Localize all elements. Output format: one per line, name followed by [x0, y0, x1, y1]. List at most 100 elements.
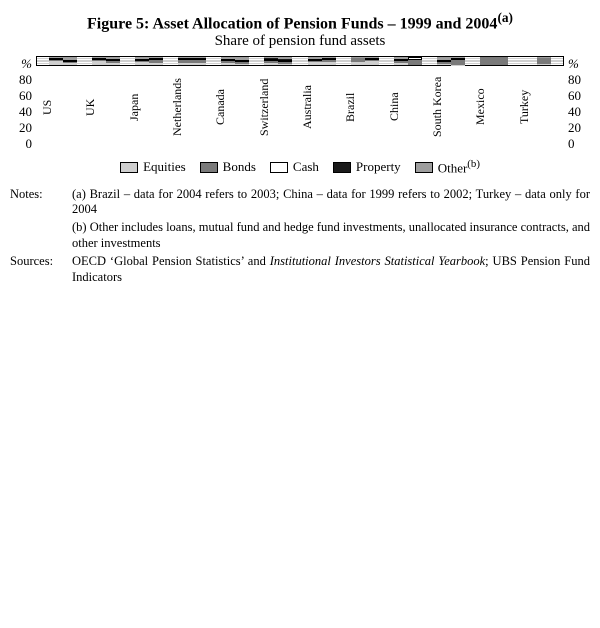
x-label: UK	[83, 66, 126, 152]
y-tick: 80	[10, 72, 32, 88]
legend: Equities Bonds Cash Property Other(b)	[10, 158, 590, 176]
stacked-bar	[494, 57, 508, 65]
stacked-bar	[308, 57, 322, 65]
segment-equities	[49, 61, 63, 65]
country-group	[41, 57, 84, 65]
y-tick: 20	[10, 120, 32, 136]
stacked-bar	[365, 57, 379, 65]
y-tick: 60	[10, 88, 32, 104]
stacked-bar	[480, 57, 494, 65]
country-group	[430, 57, 473, 65]
segment-equities	[192, 63, 206, 66]
y-tick: 0	[568, 136, 590, 152]
country-group	[300, 57, 343, 65]
footnotes: Notes: (a) Brazil – data for 2004 refers…	[10, 187, 590, 286]
legend-item-cash: Cash	[270, 158, 319, 176]
chart-title: Figure 5: Asset Allocation of Pension Fu…	[10, 10, 590, 33]
stacked-bar	[92, 57, 106, 65]
segment-equities	[322, 62, 336, 65]
y-tick: 60	[568, 88, 590, 104]
stacked-bar	[537, 57, 551, 65]
stacked-bar	[408, 57, 422, 65]
country-group	[386, 57, 429, 65]
country-group	[473, 57, 516, 65]
segment-equities	[135, 62, 149, 65]
stacked-bar	[278, 57, 292, 65]
y-tick: %	[10, 56, 32, 72]
y-tick: 20	[568, 120, 590, 136]
legend-item-other: Other(b)	[415, 158, 480, 176]
legend-label: Other(b)	[438, 158, 480, 176]
y-tick: 40	[568, 104, 590, 120]
stacked-bar	[235, 57, 249, 65]
country-group	[214, 57, 257, 65]
y-axis-right: %806040200	[564, 56, 590, 152]
segment-equities	[178, 63, 192, 66]
x-label: Japan	[127, 66, 170, 152]
segment-equities	[394, 63, 408, 66]
legend-item-property: Property	[333, 158, 401, 176]
x-label: Australia	[300, 66, 343, 152]
country-group	[343, 57, 386, 65]
stacked-bar	[264, 57, 278, 65]
legend-label: Equities	[143, 159, 186, 175]
x-label: Mexico	[473, 66, 516, 152]
x-label: Switzerland	[257, 66, 300, 152]
segment-equities	[63, 63, 77, 65]
notes-label: Notes:	[10, 187, 72, 252]
country-group	[127, 57, 170, 65]
chart-subtitle: Share of pension fund assets	[10, 33, 590, 50]
y-tick: 40	[10, 104, 32, 120]
segment-equities	[92, 61, 106, 66]
segment-equities	[365, 61, 379, 65]
stacked-bar	[523, 57, 537, 65]
y-tick: %	[568, 56, 590, 72]
x-label: Netherlands	[170, 66, 213, 152]
sources-text: OECD ‘Global Pension Statistics’ and Ins…	[72, 254, 590, 285]
legend-item-equities: Equities	[120, 158, 186, 176]
stacked-bar	[63, 57, 77, 65]
legend-label: Cash	[293, 159, 319, 175]
legend-swatch	[270, 162, 288, 173]
segment-bonds	[494, 57, 508, 65]
x-axis-labels: USUKJapanNetherlandsCanadaSwitzerlandAus…	[36, 66, 564, 152]
country-group	[516, 57, 559, 65]
stacked-bar	[322, 57, 336, 65]
segment-equities	[308, 62, 322, 65]
stacked-bar	[192, 57, 206, 65]
x-label: Brazil	[343, 66, 386, 152]
x-label: China	[387, 66, 430, 152]
y-tick: 80	[568, 72, 590, 88]
y-axis-left: %806040200	[10, 56, 36, 152]
legend-swatch	[200, 162, 218, 173]
stacked-bar	[106, 57, 120, 65]
stacked-bar	[394, 57, 408, 65]
stacked-bar	[135, 57, 149, 65]
x-label: South Korea	[430, 66, 473, 152]
country-group	[171, 57, 214, 65]
stacked-bar	[451, 57, 465, 65]
chart-area: %806040200 USUKJapanNetherlandsCanadaSwi…	[10, 56, 590, 152]
note-a: (a) Brazil – data for 2004 refers to 200…	[72, 187, 590, 218]
legend-label: Property	[356, 159, 401, 175]
legend-swatch	[333, 162, 351, 173]
x-label: Canada	[213, 66, 256, 152]
segment-bonds	[408, 60, 422, 65]
sources-label: Sources:	[10, 254, 72, 285]
segment-bonds	[480, 57, 494, 65]
legend-swatch	[415, 162, 433, 173]
stacked-bar	[351, 57, 365, 65]
stacked-bar	[437, 57, 451, 65]
stacked-bar	[221, 57, 235, 65]
segment-equities	[351, 62, 365, 66]
x-label: Turkey	[517, 66, 560, 152]
legend-item-bonds: Bonds	[200, 158, 256, 176]
y-tick: 0	[10, 136, 32, 152]
x-label: US	[40, 66, 83, 152]
stacked-bar	[149, 57, 163, 65]
plot	[36, 56, 564, 66]
legend-label: Bonds	[223, 159, 256, 175]
stacked-bar	[49, 57, 63, 65]
segment-equities	[149, 63, 163, 66]
stacked-bar	[178, 57, 192, 65]
